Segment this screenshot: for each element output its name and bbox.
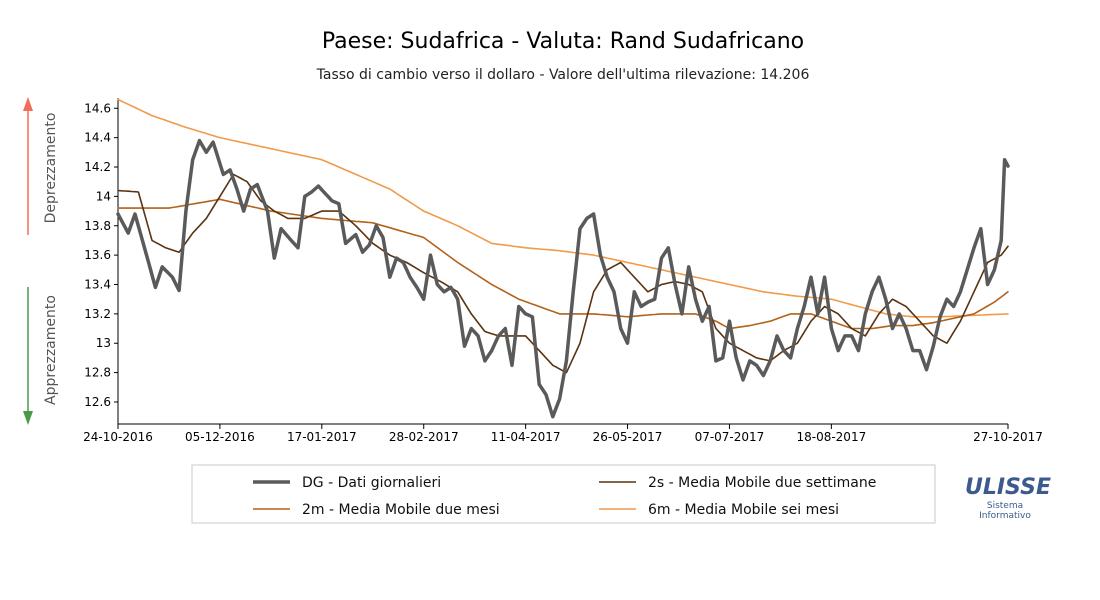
x-tick-label: 07-07-2017 [695, 430, 765, 444]
logo-sub-2: Informativo [979, 511, 1031, 521]
y-tick-label: 13.4 [84, 277, 111, 291]
chart-title: Paese: Sudafrica - Valuta: Rand Sudafric… [322, 29, 804, 54]
x-tick-label: 05-12-2016 [185, 430, 255, 444]
y-tick-label: 13 [96, 336, 111, 350]
depreciation-label: Deprezzamento [43, 113, 59, 224]
y-tick-label: 12.6 [84, 395, 111, 409]
y-tick-label: 14.6 [84, 101, 111, 115]
series-line-ma2m [117, 198, 1009, 330]
x-tick-label: 24-10-2016 [83, 430, 153, 444]
legend: DG - Dati giornalieri 2s - Media Mobile … [191, 464, 936, 524]
y-tick-label: 13.2 [84, 307, 111, 321]
x-tick-label: 26-05-2017 [593, 430, 663, 444]
ulisse-logo: ULISSE Sistema Informativo [965, 475, 1051, 521]
chart-subtitle: Tasso di cambio verso il dollaro - Valor… [316, 67, 810, 83]
series-layer [116, 98, 1010, 419]
series-line-ma2s [117, 173, 1009, 374]
x-tick-label: 27-10-2017 [973, 430, 1043, 444]
x-tick-label: 18-08-2017 [796, 430, 866, 444]
x-tick-label: 17-01-2017 [287, 430, 357, 444]
legend-label-dg: DG - Dati giornalieri [302, 475, 441, 491]
logo-text: ULISSE [965, 475, 1051, 500]
y-tick-label: 14 [96, 189, 111, 203]
y-tick-label: 13.6 [84, 248, 111, 262]
legend-label-6m: 6m - Media Mobile sei mesi [648, 502, 839, 518]
y-tick-label: 12.8 [84, 366, 111, 380]
series-line-dg [116, 138, 1010, 419]
side-indicators: Deprezzamento Apprezzamento [23, 97, 59, 425]
legend-label-2s: 2s - Media Mobile due settimane [648, 475, 876, 491]
legend-label-2m: 2m - Media Mobile due mesi [302, 502, 500, 518]
x-axis: 24-10-2016 05-12-2016 17-01-2017 28-02-2017… [83, 423, 1043, 444]
x-tick-label: 28-02-2017 [389, 430, 459, 444]
legend-box [191, 464, 936, 524]
appreciation-label: Apprezzamento [43, 295, 59, 405]
x-tick-label: 11-04-2017 [491, 430, 561, 444]
y-tick-label: 14.4 [84, 131, 111, 145]
y-tick-label: 14.2 [84, 160, 111, 174]
appreciation-arrow-icon [23, 411, 33, 425]
logo-sub-1: Sistema [987, 501, 1023, 511]
series-line-ma6m [117, 98, 1009, 318]
y-tick-label: 13.8 [84, 219, 111, 233]
depreciation-arrow-icon [23, 97, 33, 111]
y-axis: 14.6 14.4 14.2 14 13.8 13.6 13.4 13.2 13 12.8 12.6 [84, 98, 119, 424]
